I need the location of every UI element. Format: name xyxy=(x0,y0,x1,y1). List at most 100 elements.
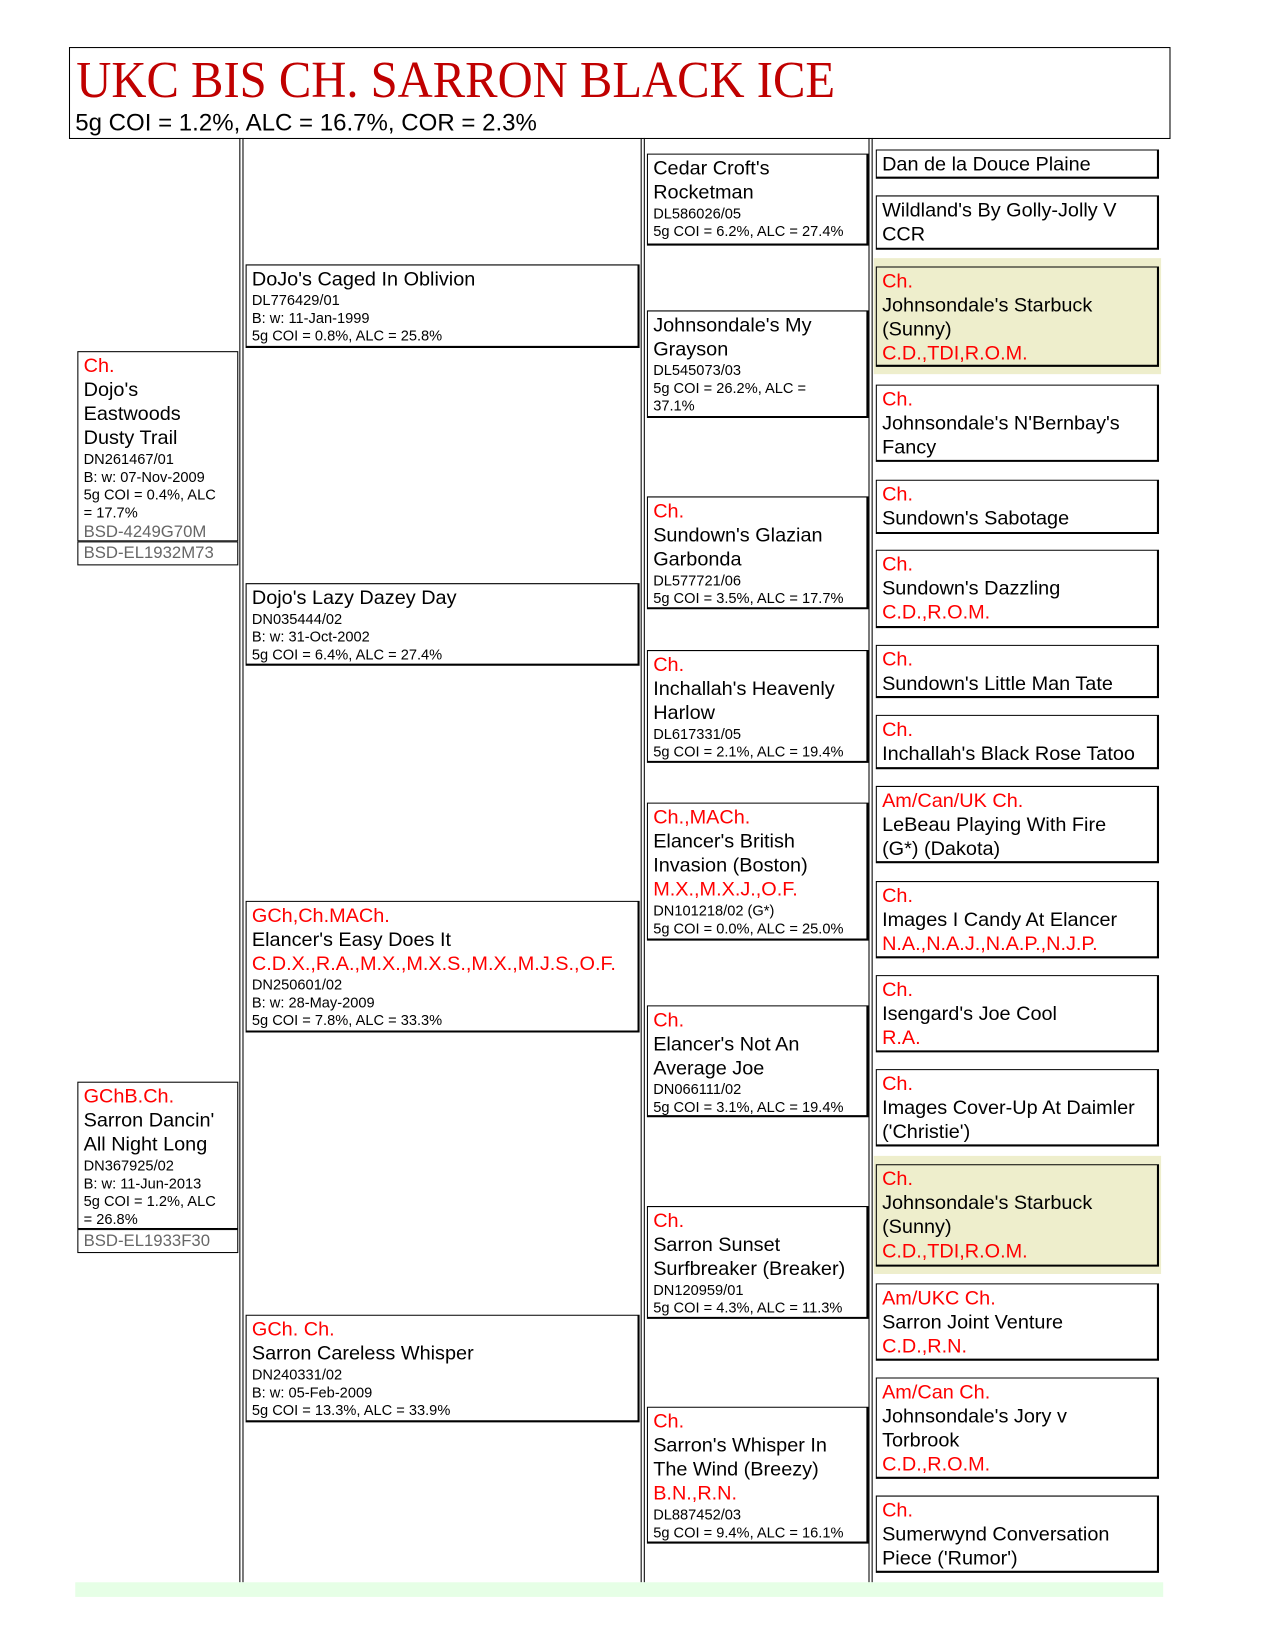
titles-prefix: GCh. Ch. xyxy=(251,1318,335,1341)
pedigree-entry-gen4[interactable]: Am/UKC Ch. Sarron Joint Venture C.D.,R.N. xyxy=(875,1283,1160,1361)
coi-stats: 5g COI = 0.8%, ALC = 25.8% xyxy=(251,327,443,344)
dog-name: Grayson xyxy=(653,338,729,361)
pedigree-entry-gen4[interactable]: Am/Can Ch. Johnsondale's Jory v Torbrook C.… xyxy=(875,1377,1160,1479)
pedigree-entry-gen4[interactable]: Ch. Sundown's Sabotage xyxy=(875,479,1160,535)
pedigree-entry-gen4[interactable]: Ch. Images Cover-Up At Daimler ('Christie'… xyxy=(875,1069,1160,1147)
coi-stats: 5g COI = 13.3%, ALC = 33.9% xyxy=(251,1401,451,1419)
pedigree-entry-gen4[interactable]: Ch. Johnsondale's N'Bernbay's Fancy xyxy=(875,384,1160,462)
dog-name: LeBeau Playing With Fire xyxy=(882,814,1107,837)
dog-name: (G*) (Dakota) xyxy=(882,838,1001,861)
dog-name: Sarron Dancin' xyxy=(83,1109,215,1132)
dog-name: Rocketman xyxy=(653,181,754,204)
pedigree-entry-gen1[interactable]: GChB.Ch. Sarron Dancin' All Night Long DN36… xyxy=(77,1081,239,1230)
birth-date: B: w: 28-May-2009 xyxy=(251,993,375,1011)
coi-stats: 5g COI = 0.0%, ALC = 25.0% xyxy=(653,919,844,937)
registration-number: DN240331/02 xyxy=(251,1365,343,1383)
dog-name: Torbrook xyxy=(882,1429,960,1452)
titles-prefix: Ch. xyxy=(653,654,685,677)
registration-number: DN066111/02 xyxy=(653,1080,742,1098)
coi-stats: 5g COI = 9.4%, ALC = 16.1% xyxy=(653,1523,844,1541)
pedigree-entry-gen3[interactable]: Ch. Sundown's Glazian Garbonda DL577721/06 5… xyxy=(646,496,869,610)
titles-suffix: C.D.,R.N. xyxy=(882,1335,968,1358)
pedigree-entry-gen3[interactable]: Ch. Sarron Sunset Surfbreaker (Breaker) DN1… xyxy=(646,1206,869,1319)
titles-prefix: Ch. xyxy=(882,979,913,1002)
pedigree-entry-gen3[interactable]: Ch. Inchallah's Heavenly Harlow DL617331/05… xyxy=(646,650,869,763)
pedigree-entry-gen3[interactable]: Ch. Sarron's Whisper In The Wind (Breezy) B… xyxy=(646,1406,869,1544)
pedigree-entry-gen3[interactable]: Ch.,MACh. Elancer's British Invasion (Bost… xyxy=(646,802,869,941)
pedigree-entry-gen4[interactable]: Wildland's By Golly-Jolly V CCR xyxy=(875,195,1160,250)
pedigree-entry-gen4[interactable]: Ch. Isengard's Joe Cool R.A. xyxy=(875,975,1160,1053)
pedigree-entry-gen2[interactable]: GCh,Ch.MACh. Elancer's Easy Does It C.D.X.… xyxy=(245,900,640,1033)
dog-name: Images I Candy At Elancer xyxy=(882,909,1118,932)
dog-name: Harlow xyxy=(653,702,715,725)
titles-suffix: C.D.,TDI,R.O.M. xyxy=(882,342,1028,365)
titles-prefix: Ch. xyxy=(882,1073,913,1096)
pedigree-entry-gen3[interactable]: Ch. Elancer's Not An Average Joe DN066111/0… xyxy=(646,1005,869,1118)
dog-name: Surfbreaker (Breaker) xyxy=(653,1258,846,1281)
pedigree-entry-gen1[interactable]: Ch. Dojo's Eastwoods Dusty Trail DN261467/01… xyxy=(77,351,239,542)
bsd-code-box: BSD-EL1933F30 xyxy=(77,1229,239,1254)
pedigree-entry-gen4[interactable]: Ch. Sundown's Little Man Tate xyxy=(875,644,1160,699)
pedigree-entry-gen2[interactable]: Dojo's Lazy Dazey Day DN035444/02 B: w: 31… xyxy=(245,583,640,666)
dog-name: Dojo's xyxy=(83,379,139,402)
bsd-code: BSD-4249G70M xyxy=(83,523,207,542)
column-divider xyxy=(239,137,244,1583)
dog-name: Inchallah's Black Rose Tatoo xyxy=(882,743,1135,766)
coi-stats: = 17.7% xyxy=(83,503,138,521)
pedigree-entry-gen4[interactable]: Ch. Johnsondale's Starbuck (Sunny) C.D.,TDI… xyxy=(875,1164,1160,1267)
dog-name: CCR xyxy=(882,223,926,246)
titles-suffix: R.A. xyxy=(882,1027,921,1050)
dog-stats: 5g COI = 1.2%, ALC = 16.7%, COR = 2.3% xyxy=(75,108,537,136)
titles-prefix: Ch. xyxy=(653,1009,685,1032)
pedigree-entry-gen3[interactable]: Johnsondale's My Grayson DL545073/03 5g COI… xyxy=(646,310,869,419)
titles-prefix: Ch.,MACh. xyxy=(653,806,751,829)
dog-name: Elancer's Easy Does It xyxy=(251,929,452,952)
registration-number: DN367925/02 xyxy=(83,1156,174,1174)
pedigree-entry-gen4[interactable]: Ch. Images I Candy At Elancer N.A.,N.A.J.,… xyxy=(875,881,1160,959)
titles-prefix: Ch. xyxy=(653,1410,685,1433)
registration-number: DN261467/01 xyxy=(83,450,174,468)
coi-stats: 5g COI = 26.2%, ALC = xyxy=(653,379,807,397)
titles-prefix: Ch. xyxy=(882,1499,913,1522)
dog-name: Average Joe xyxy=(653,1057,765,1080)
pedigree-entry-gen4[interactable]: Am/Can/UK Ch. LeBeau Playing With Fire (G*… xyxy=(875,785,1160,864)
titles-prefix: Ch. xyxy=(882,270,913,293)
dog-name: (Sunny) xyxy=(882,1216,952,1239)
dog-name: Elancer's British xyxy=(653,830,795,853)
coi-stats: 5g COI = 2.1%, ALC = 19.4% xyxy=(653,743,844,760)
titles-suffix: N.A.,N.A.J.,N.A.P.,N.J.P. xyxy=(882,933,1098,956)
dog-title: UKC BIS Ch. Sarron Black Ice xyxy=(76,50,836,109)
dog-name: Inchallah's Heavenly xyxy=(653,678,835,701)
pedigree-entry-gen4[interactable]: Ch. Sumerwynd Conversation Piece ('Rumor') xyxy=(875,1495,1160,1573)
registration-number: DN101218/02 (G*) xyxy=(653,901,775,919)
dog-name: Dusty Trail xyxy=(83,427,178,450)
dog-name: Johnsondale's Starbuck xyxy=(882,294,1093,317)
registration-number: DL617331/05 xyxy=(653,725,742,743)
titles-prefix: Ch. xyxy=(83,355,115,378)
pedigree-entry-gen4[interactable]: Ch. Johnsondale's Starbuck (Sunny) C.D.,TDI… xyxy=(875,266,1160,367)
coi-stats: 5g COI = 1.2%, ALC xyxy=(83,1192,216,1210)
dog-name: Sarron's Whisper In xyxy=(653,1434,827,1457)
dog-name: Isengard's Joe Cool xyxy=(882,1003,1057,1026)
dog-name: Johnsondale's N'Bernbay's xyxy=(882,412,1120,435)
pedigree-entry-gen2[interactable]: GCh. Ch. Sarron Careless Whisper DN240331/… xyxy=(245,1314,640,1423)
pedigree-entry-gen3[interactable]: Cedar Croft's Rocketman DL586026/05 5g COI … xyxy=(646,153,869,246)
dog-name: (Sunny) xyxy=(882,318,952,341)
titles-suffix: M.X.,M.X.J.,O.F. xyxy=(653,878,798,901)
birth-date: B: w: 07-Nov-2009 xyxy=(83,468,205,485)
dog-name: Sundown's Sabotage xyxy=(882,507,1070,530)
pedigree-entry-gen2[interactable]: DoJo's Caged In Oblivion DL776429/01 B: w:… xyxy=(245,264,640,349)
titles-prefix: Am/Can Ch. xyxy=(882,1381,991,1404)
dog-name: Sundown's Dazzling xyxy=(882,577,1061,600)
titles-prefix: Ch. xyxy=(882,1168,913,1191)
titles-suffix: C.D.,R.O.M. xyxy=(882,1453,991,1476)
dog-name: Johnsondale's Starbuck xyxy=(882,1192,1093,1215)
dog-name: The Wind (Breezy) xyxy=(653,1458,819,1481)
pedigree-entry-gen4[interactable]: Dan de la Douce Plaine xyxy=(875,149,1160,179)
pedigree-entry-gen4[interactable]: Ch. Inchallah's Black Rose Tatoo xyxy=(875,714,1160,770)
titles-suffix: C.D.,TDI,R.O.M. xyxy=(882,1240,1028,1263)
coi-stats: 37.1% xyxy=(653,397,695,414)
dog-name: Sarron Sunset xyxy=(653,1234,781,1257)
pedigree-entry-gen4[interactable]: Ch. Sundown's Dazzling C.D.,R.O.M. xyxy=(875,549,1160,629)
